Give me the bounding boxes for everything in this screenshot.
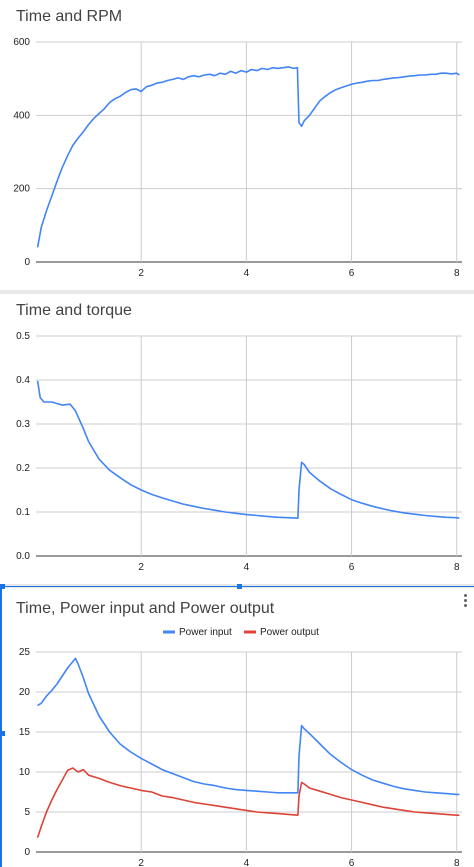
resize-handle-middle-left[interactable] bbox=[0, 731, 5, 736]
rpm-chart-card[interactable]: Time and RPM 0 200 400 600 2 4 6 8 bbox=[0, 0, 474, 290]
y-tick-label: 15 bbox=[19, 727, 31, 738]
torque-chart: 0.0 0.1 0.2 0.3 0.4 0.5 2 4 6 8 bbox=[16, 331, 462, 573]
torque-chart-card[interactable]: Time and torque 0.0 0.1 0.2 0.3 0.4 0.5 2 4 6 8 bbox=[0, 294, 474, 584]
y-tick-label: 5 bbox=[24, 807, 30, 818]
x-tick-label: 2 bbox=[138, 562, 144, 573]
y-tick-label: 0 bbox=[24, 847, 30, 858]
x-tick-label: 8 bbox=[454, 562, 460, 573]
y-tick-label: 0.4 bbox=[16, 375, 30, 386]
resize-handle-top-left[interactable] bbox=[0, 584, 5, 589]
x-tick-label: 6 bbox=[349, 562, 355, 573]
selection-border-left bbox=[0, 586, 2, 867]
y-tick-label: 10 bbox=[19, 767, 31, 778]
x-tick-label: 2 bbox=[138, 268, 144, 279]
torque-chart-title: Time and torque bbox=[16, 302, 132, 319]
y-tick-label: 0.3 bbox=[16, 419, 30, 430]
series-line-power-output[interactable] bbox=[36, 767, 460, 838]
rpm-chart-title: Time and RPM bbox=[16, 8, 123, 25]
x-tick-label: 8 bbox=[454, 858, 460, 867]
x-tick-label: 4 bbox=[244, 858, 250, 867]
x-tick-label: 4 bbox=[244, 268, 250, 279]
y-tick-label: 0.0 bbox=[16, 551, 30, 562]
y-tick-label: 0.5 bbox=[16, 331, 30, 342]
series-line[interactable] bbox=[36, 380, 460, 519]
x-tick-label: 4 bbox=[244, 562, 250, 573]
legend-label[interactable]: Power input bbox=[179, 627, 232, 638]
legend-label[interactable]: Power output bbox=[260, 627, 319, 638]
resize-handle-top-center[interactable] bbox=[237, 584, 242, 589]
x-tick-label: 2 bbox=[138, 858, 144, 867]
rpm-chart: 0 200 400 600 2 4 6 8 bbox=[13, 37, 462, 279]
y-tick-label: 400 bbox=[13, 110, 30, 121]
y-tick-label: 25 bbox=[19, 647, 31, 658]
y-tick-label: 20 bbox=[19, 687, 31, 698]
series-line-power-input[interactable] bbox=[37, 657, 460, 796]
y-tick-label: 200 bbox=[13, 184, 30, 195]
more-options-icon[interactable] bbox=[464, 594, 468, 609]
power-chart-title: Time, Power input and Power output bbox=[16, 600, 275, 617]
y-tick-label: 0.2 bbox=[16, 463, 30, 474]
power-chart-card[interactable]: Time, Power input and Power output 0 5 10 1… bbox=[0, 588, 474, 867]
series-line[interactable] bbox=[36, 66, 460, 248]
y-tick-label: 0.1 bbox=[16, 507, 30, 518]
x-tick-label: 8 bbox=[454, 268, 460, 279]
x-tick-label: 6 bbox=[349, 858, 355, 867]
x-tick-label: 6 bbox=[349, 268, 355, 279]
y-tick-label: 0 bbox=[24, 257, 30, 268]
power-chart: 0 5 10 15 20 25 2 4 6 8 Power input Power output bbox=[19, 627, 462, 867]
y-tick-label: 600 bbox=[13, 37, 30, 48]
